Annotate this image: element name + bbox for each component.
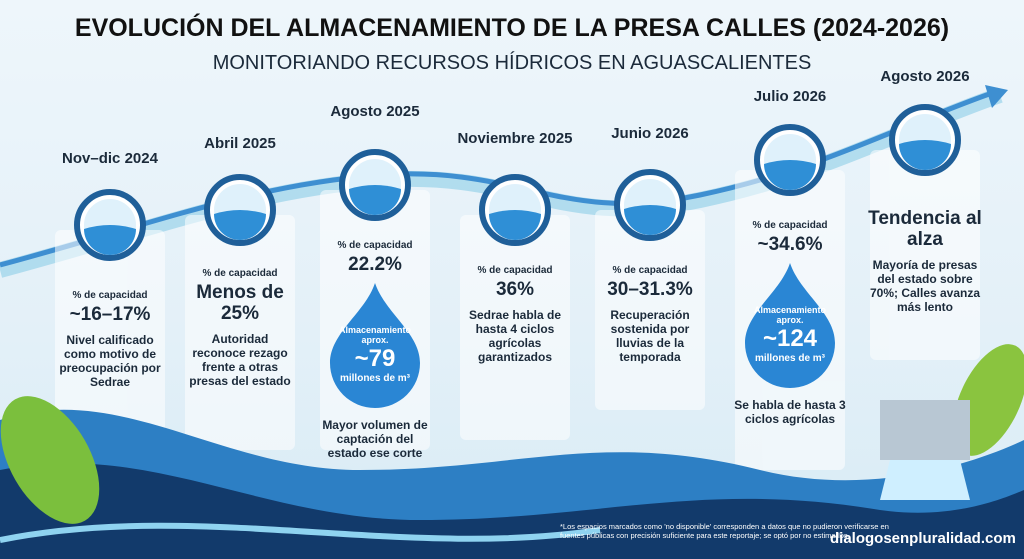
- note: Recuperación sostenida por lluvias de la…: [610, 308, 690, 364]
- period-label: Junio 2026: [611, 125, 689, 142]
- note: Nivel calificado como motivo de preocupa…: [59, 333, 161, 389]
- icon: [349, 185, 401, 215]
- footnote: *Los espacios marcados como 'no disponib…: [560, 522, 889, 540]
- drop-unit: millones de m³: [754, 353, 825, 364]
- title: EVOLUCIÓN DEL ALMACENAMIENTO DE LA PRESA…: [74, 14, 950, 42]
- icon: [745, 263, 835, 388]
- metric-label: % de capacidad: [612, 265, 688, 276]
- note: Mayoría de presas del estado sobre 70%; …: [869, 258, 981, 314]
- value: 36%: [495, 279, 535, 300]
- period-label: Nov–dic 2024: [62, 150, 158, 167]
- metric-label: % de capacidad: [752, 220, 828, 231]
- icon: [899, 140, 951, 170]
- drop-unit: millones de m³: [339, 373, 410, 384]
- period-label: Agosto 2026: [880, 68, 970, 85]
- icon: [489, 210, 541, 240]
- value: 22.2%: [348, 254, 402, 275]
- value: ~16–17%: [69, 304, 151, 325]
- note: Sedrae habla de hasta 4 ciclos agrícolas…: [468, 308, 562, 364]
- drop-label: Almacenamiento aprox.: [753, 305, 827, 325]
- brand: dialogosenpluralidad.com: [830, 530, 1016, 547]
- metric-label: % de capacidad: [337, 240, 413, 251]
- period-label: Agosto 2025: [330, 103, 420, 120]
- note: Autoridad reconoce rezago frente a otras…: [189, 332, 291, 388]
- period-label: Julio 2026: [753, 88, 827, 105]
- period-label: Noviembre 2025: [457, 130, 573, 147]
- drop-label: Almacenamiento aprox.: [338, 325, 412, 345]
- note: Mayor volumen de captación del estado es…: [322, 418, 428, 460]
- metric-label: % de capacidad: [477, 265, 553, 276]
- drop-value: ~79: [354, 345, 396, 372]
- note: Se habla de hasta 3 ciclos agrícolas: [734, 398, 846, 426]
- metric-label: % de capacidad: [202, 268, 278, 279]
- icon: [764, 160, 816, 190]
- icon: [214, 210, 266, 240]
- metric-label: % de capacidad: [72, 290, 148, 301]
- value: Menos de 25%: [196, 282, 284, 324]
- icon: [84, 225, 136, 255]
- icon: [624, 205, 676, 235]
- subtitle: MONITORIANDO RECURSOS HÍDRICOS EN AGUASC…: [212, 52, 812, 74]
- period-label: Abril 2025: [204, 135, 276, 152]
- value: 30–31.3%: [607, 279, 693, 300]
- icon: [330, 283, 420, 408]
- drop-value: ~124: [762, 325, 818, 352]
- value: Tendencia al alza: [868, 208, 982, 250]
- value: ~34.6%: [757, 234, 823, 255]
